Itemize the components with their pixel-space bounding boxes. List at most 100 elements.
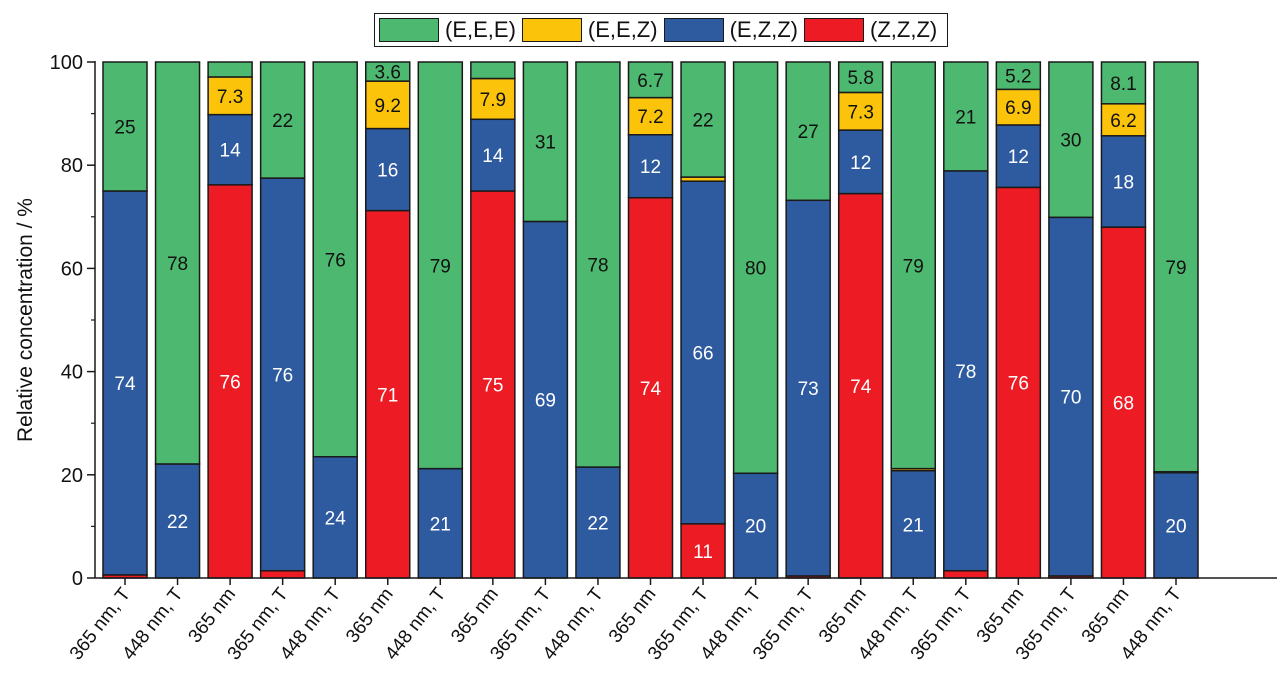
data-label-21-3: 79 bbox=[1165, 258, 1186, 279]
data-label-20-2: 6.2 bbox=[1110, 111, 1136, 132]
data-label-16-1: 21 bbox=[903, 515, 924, 536]
bar-segment-3-0 bbox=[207, 184, 253, 579]
bar-segment-21-3 bbox=[1153, 61, 1199, 473]
bar-segment-17-1 bbox=[943, 170, 989, 572]
bar-segment-3-3 bbox=[207, 61, 253, 78]
bar-segment-15-0 bbox=[837, 192, 884, 579]
data-label-15-2: 7.3 bbox=[847, 102, 873, 123]
bar-segment-7-3 bbox=[417, 61, 464, 470]
bar-segment-18-3 bbox=[995, 61, 1042, 91]
data-label-11-0: 74 bbox=[640, 379, 662, 400]
data-label-1-1: 74 bbox=[114, 374, 136, 395]
bar-segment-20-1 bbox=[1100, 135, 1147, 228]
data-label-21-1: 20 bbox=[1165, 516, 1186, 537]
legend-label-ezz: (E,Z,Z) bbox=[729, 17, 799, 42]
data-label-18-3: 5.2 bbox=[1005, 67, 1031, 88]
data-label-11-2: 7.2 bbox=[637, 107, 663, 128]
chart-legend: (E,E,E) (E,E,Z) (E,Z,Z) (Z,Z,Z) bbox=[374, 13, 949, 47]
data-label-19-3: 30 bbox=[1060, 131, 1081, 152]
data-label-1-3: 25 bbox=[114, 118, 135, 139]
data-label-5-1: 24 bbox=[325, 508, 347, 529]
data-label-14-1: 73 bbox=[798, 379, 819, 400]
data-label-16-3: 79 bbox=[903, 256, 924, 277]
bar-segment-17-3 bbox=[943, 61, 989, 172]
data-label-6-1: 16 bbox=[377, 161, 398, 182]
data-label-3-2: 7.3 bbox=[217, 87, 243, 108]
legend-item-eez: (E,E,Z) bbox=[521, 17, 658, 43]
data-label-13-3: 80 bbox=[745, 259, 766, 280]
data-label-17-1: 78 bbox=[955, 362, 976, 383]
x-tick-label-6: 365 nm bbox=[342, 584, 398, 647]
bar-segment-16-1 bbox=[890, 469, 936, 579]
legend-swatch-ezz bbox=[663, 18, 724, 42]
bar-segment-16-3 bbox=[890, 61, 936, 470]
legend-swatch-eez bbox=[521, 18, 582, 42]
data-label-20-3: 8.1 bbox=[1110, 74, 1136, 95]
bar-segment-20-0 bbox=[1100, 226, 1147, 579]
data-label-8-2: 7.9 bbox=[480, 90, 506, 111]
bar-segment-14-3 bbox=[785, 61, 831, 202]
data-label-11-3: 6.7 bbox=[637, 71, 663, 92]
data-label-18-0: 76 bbox=[1008, 374, 1029, 395]
bar-segment-13-3 bbox=[732, 61, 779, 475]
bar-segment-12-3 bbox=[680, 61, 726, 178]
bar-segment-6-3 bbox=[365, 61, 411, 82]
bar-segment-5-3 bbox=[312, 61, 358, 458]
data-label-10-1: 22 bbox=[587, 514, 608, 535]
bar-segment-2-3 bbox=[154, 61, 201, 465]
bar-segment-8-0 bbox=[470, 190, 516, 579]
data-label-12-3: 22 bbox=[692, 111, 713, 132]
bar-segment-18-2 bbox=[995, 88, 1042, 126]
data-label-19-1: 70 bbox=[1060, 388, 1081, 409]
bar-segment-13-1 bbox=[732, 472, 779, 579]
bar-segment-6-2 bbox=[365, 80, 411, 130]
data-label-15-1: 12 bbox=[850, 153, 871, 174]
bar-segment-9-1 bbox=[522, 220, 569, 579]
data-label-9-3: 31 bbox=[535, 133, 556, 154]
data-label-3-1: 14 bbox=[220, 141, 242, 162]
data-label-4-3: 22 bbox=[272, 111, 293, 132]
data-label-6-2: 9.2 bbox=[375, 96, 401, 117]
bar-segment-10-3 bbox=[575, 61, 621, 468]
data-label-20-1: 18 bbox=[1113, 172, 1134, 193]
y-tick-label-100: 100 bbox=[50, 52, 83, 74]
y-tick-label-40: 40 bbox=[61, 362, 83, 384]
data-label-17-3: 21 bbox=[955, 107, 976, 128]
bar-segment-8-1 bbox=[470, 118, 516, 192]
bar-segment-15-3 bbox=[837, 61, 884, 94]
bar-segment-15-2 bbox=[837, 91, 884, 131]
bar-segment-19-3 bbox=[1048, 61, 1094, 219]
data-label-2-3: 78 bbox=[167, 254, 188, 275]
bar-segment-12-1 bbox=[680, 180, 726, 525]
legend-item-eee: (E,E,E) bbox=[379, 17, 516, 43]
data-label-15-0: 74 bbox=[850, 377, 872, 398]
bar-segment-14-1 bbox=[785, 199, 831, 577]
y-tick-label-20: 20 bbox=[61, 465, 83, 487]
bar-segment-18-1 bbox=[995, 124, 1042, 189]
legend-label-eee: (E,E,E) bbox=[445, 17, 516, 42]
bar-segment-3-1 bbox=[207, 113, 253, 186]
legend-swatch-eee bbox=[379, 18, 439, 42]
bar-segment-11-3 bbox=[627, 61, 674, 99]
bar-segment-1-3 bbox=[102, 61, 148, 192]
data-label-15-3: 5.8 bbox=[847, 68, 873, 89]
data-label-12-1: 66 bbox=[692, 344, 713, 365]
legend-label-eez: (E,E,Z) bbox=[587, 17, 658, 42]
bar-segment-20-3 bbox=[1100, 61, 1147, 105]
legend-item-ezz: (E,Z,Z) bbox=[663, 17, 799, 43]
data-label-20-0: 68 bbox=[1113, 394, 1134, 415]
y-tick-label-80: 80 bbox=[61, 155, 83, 177]
data-label-2-1: 22 bbox=[167, 512, 188, 533]
data-label-8-1: 14 bbox=[482, 146, 504, 167]
x-tick-label-18: 365 nm bbox=[973, 584, 1029, 647]
y-tick-label-60: 60 bbox=[61, 258, 83, 280]
data-label-4-1: 76 bbox=[272, 365, 293, 386]
x-tick-label-11: 365 nm bbox=[605, 584, 661, 647]
data-label-9-1: 69 bbox=[535, 391, 556, 412]
x-tick-label-20: 365 nm bbox=[1078, 584, 1134, 647]
bar-segment-1-1 bbox=[102, 190, 148, 576]
data-label-7-1: 21 bbox=[430, 514, 451, 535]
x-tick-label-3: 365 nm bbox=[184, 584, 240, 647]
bar-segment-11-0 bbox=[627, 196, 674, 579]
bar-segment-10-1 bbox=[575, 466, 621, 579]
